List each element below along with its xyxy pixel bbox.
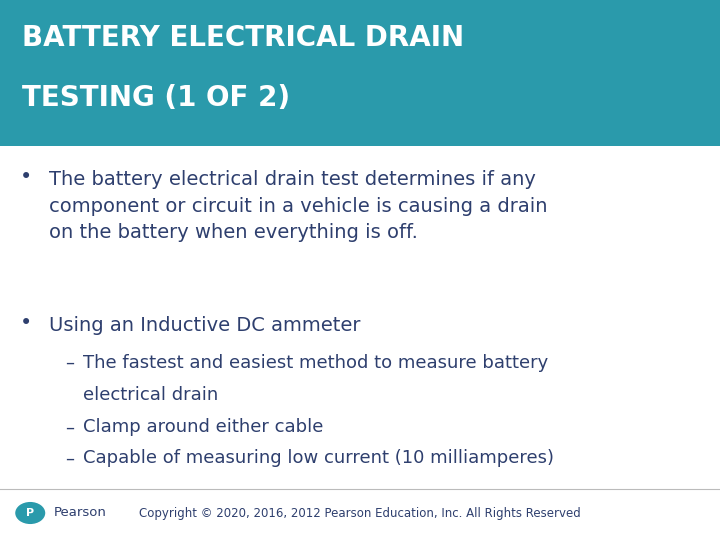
Text: –: – [65,354,73,372]
Text: Capable of measuring low current (10 milliamperes): Capable of measuring low current (10 mil… [83,449,554,467]
Circle shape [14,501,46,525]
Text: P: P [26,508,35,518]
Text: The battery electrical drain test determines if any
component or circuit in a ve: The battery electrical drain test determ… [49,170,547,242]
Text: –: – [65,418,73,436]
Text: The fastest and easiest method to measure battery: The fastest and easiest method to measur… [83,354,548,372]
FancyBboxPatch shape [0,0,720,146]
Text: BATTERY ELECTRICAL DRAIN: BATTERY ELECTRICAL DRAIN [22,24,464,52]
Text: •: • [20,313,32,333]
Text: Copyright © 2020, 2016, 2012 Pearson Education, Inc. All Rights Reserved: Copyright © 2020, 2016, 2012 Pearson Edu… [139,507,581,519]
Text: •: • [20,167,32,187]
Text: TESTING (1 OF 2): TESTING (1 OF 2) [22,84,289,112]
Text: Using an Inductive DC ammeter: Using an Inductive DC ammeter [49,316,361,335]
Text: Pearson: Pearson [54,507,107,519]
Text: –: – [65,449,73,467]
Text: electrical drain: electrical drain [83,386,218,404]
Text: Clamp around either cable: Clamp around either cable [83,418,323,436]
